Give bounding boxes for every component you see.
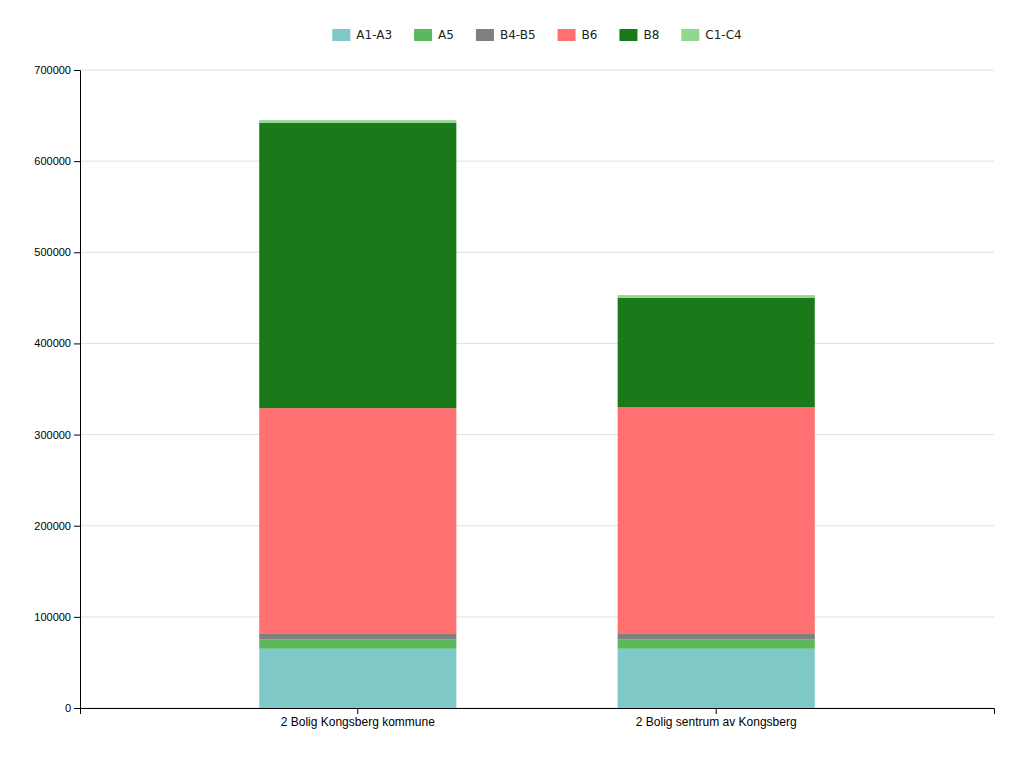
tick-mark (74, 161, 80, 162)
tick-mark (74, 435, 80, 436)
series (259, 633, 815, 639)
bar (259, 640, 456, 649)
legend-item: B4-B5 (476, 28, 536, 42)
bar (259, 120, 456, 123)
legend-item: B8 (619, 28, 659, 42)
legend-swatch (558, 29, 576, 41)
grid-line (80, 434, 994, 435)
bar (618, 407, 815, 633)
tick-mark (74, 252, 80, 253)
bar (618, 649, 815, 708)
x-tick: 2 Bolig sentrum av Kongsberg (636, 708, 797, 729)
axis-line (74, 71, 81, 709)
tick-label: 400000 (34, 337, 71, 349)
series (259, 649, 815, 708)
legend-item: B6 (558, 28, 598, 42)
tick-mark (74, 343, 80, 344)
tick-mark (357, 708, 358, 714)
legend-swatch (476, 29, 494, 41)
bar (618, 298, 815, 407)
legend-label: A5 (438, 28, 454, 42)
legend-label: B8 (643, 28, 659, 42)
tick-label: 300000 (34, 429, 71, 441)
bar (259, 633, 456, 639)
grid-line (80, 161, 994, 162)
y-axis: 0 100000 200000 300000 400000 500000 600000 700… (34, 64, 80, 714)
bar (618, 295, 815, 298)
grid-line (80, 525, 994, 526)
y-tick: 100000 (34, 611, 80, 623)
legend-label: C1-C4 (705, 28, 741, 42)
y-tick: 500000 (34, 246, 80, 258)
bars (259, 120, 815, 708)
tick-mark (74, 526, 80, 527)
tick-mark (74, 70, 80, 71)
y-tick: 300000 (34, 429, 80, 441)
y-tick: 700000 (34, 64, 80, 76)
y-tick: 0 (65, 702, 80, 714)
grid-line (80, 343, 994, 344)
bar (618, 633, 815, 639)
tick-label: 100000 (34, 611, 71, 623)
legend-item: C1-C4 (681, 28, 741, 42)
tick-label: 2 Bolig Kongsberg kommune (281, 715, 435, 729)
chart: 0 100000 200000 300000 400000 500000 600000 700… (0, 0, 1024, 768)
legend-swatch (332, 29, 350, 41)
x-tick: 2 Bolig Kongsberg kommune (281, 708, 435, 729)
grid-line (80, 616, 994, 617)
bar (259, 649, 456, 708)
tick-label: 200000 (34, 520, 71, 532)
legend-label: A1-A3 (356, 28, 392, 42)
legend-swatch (681, 29, 699, 41)
tick-label: 700000 (34, 64, 71, 76)
series (259, 120, 815, 298)
legend-label: B4-B5 (500, 28, 536, 42)
series (259, 407, 815, 633)
legend-swatch (414, 29, 432, 41)
series (259, 123, 815, 408)
bar (259, 408, 456, 633)
x-axis: 2 Bolig Kongsberg kommune 2 Bolig sentrum… (81, 708, 995, 729)
grid (80, 70, 994, 708)
axis-line (81, 709, 995, 715)
bar (618, 640, 815, 649)
legend-item: A5 (414, 28, 454, 42)
grid-line (80, 252, 994, 253)
legend: A1-A3 A5 B4-B5 B6 B8 C1-C4 (332, 28, 741, 42)
tick-mark (716, 708, 717, 714)
tick-label: 600000 (34, 155, 71, 167)
grid-line (80, 70, 994, 71)
bar (259, 123, 456, 408)
series (259, 640, 815, 649)
legend-swatch (619, 29, 637, 41)
legend-item: A1-A3 (332, 28, 392, 42)
plot: 0 100000 200000 300000 400000 500000 600000 700… (34, 64, 994, 729)
tick-mark (74, 617, 80, 618)
tick-label: 0 (65, 702, 71, 714)
tick-mark (74, 708, 80, 709)
y-tick: 600000 (34, 155, 80, 167)
y-tick: 400000 (34, 337, 80, 349)
legend-label: B6 (582, 28, 598, 42)
tick-label: 500000 (34, 246, 71, 258)
tick-label: 2 Bolig sentrum av Kongsberg (636, 715, 797, 729)
y-tick: 200000 (34, 520, 80, 532)
